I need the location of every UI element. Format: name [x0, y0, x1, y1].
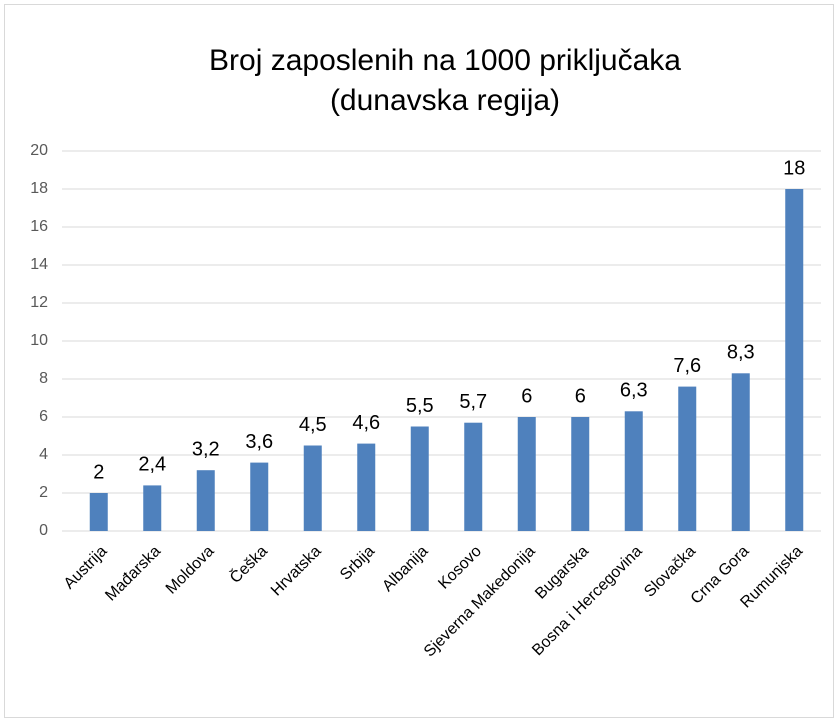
y-tick-label: 12 [30, 294, 48, 311]
y-tick-label: 8 [39, 370, 48, 387]
bar [624, 411, 643, 531]
data-label: 6 [521, 385, 532, 407]
bar [143, 485, 162, 531]
chart-border [4, 4, 834, 718]
y-tick-label: 18 [30, 180, 48, 197]
bar [464, 422, 483, 531]
data-label: 7,6 [673, 355, 701, 377]
bar [785, 189, 804, 531]
bar [571, 417, 590, 531]
bar [517, 417, 536, 531]
chart-title: Broj zaposlenih na 1000 priključaka [209, 44, 681, 77]
y-tick-label: 6 [39, 408, 48, 425]
data-label: 6,3 [620, 380, 648, 402]
bar [250, 462, 269, 531]
y-tick-label: 16 [30, 218, 48, 235]
data-label: 5,5 [406, 395, 434, 417]
data-label: 18 [783, 157, 805, 179]
data-label: 5,7 [459, 391, 487, 413]
data-label: 3,2 [192, 438, 220, 460]
data-label: 2,4 [138, 454, 166, 476]
data-label: 4,5 [299, 414, 327, 436]
data-label: 3,6 [245, 431, 273, 453]
bar [731, 373, 750, 531]
chart-title: (dunavska regija) [330, 84, 560, 117]
bar [357, 443, 376, 531]
bar [89, 493, 108, 531]
y-tick-label: 14 [30, 256, 48, 273]
data-label: 4,6 [352, 412, 380, 434]
bar [303, 445, 322, 531]
bar [196, 470, 215, 531]
data-label: 6 [575, 385, 586, 407]
bar [678, 386, 697, 531]
y-tick-label: 2 [39, 484, 48, 501]
data-label: 8,3 [727, 342, 755, 364]
data-label: 2 [93, 461, 104, 483]
bar [410, 426, 429, 531]
y-tick-label: 4 [39, 446, 48, 463]
y-tick-label: 20 [30, 142, 48, 159]
y-tick-label: 10 [30, 332, 48, 349]
y-tick-label: 0 [39, 522, 48, 539]
